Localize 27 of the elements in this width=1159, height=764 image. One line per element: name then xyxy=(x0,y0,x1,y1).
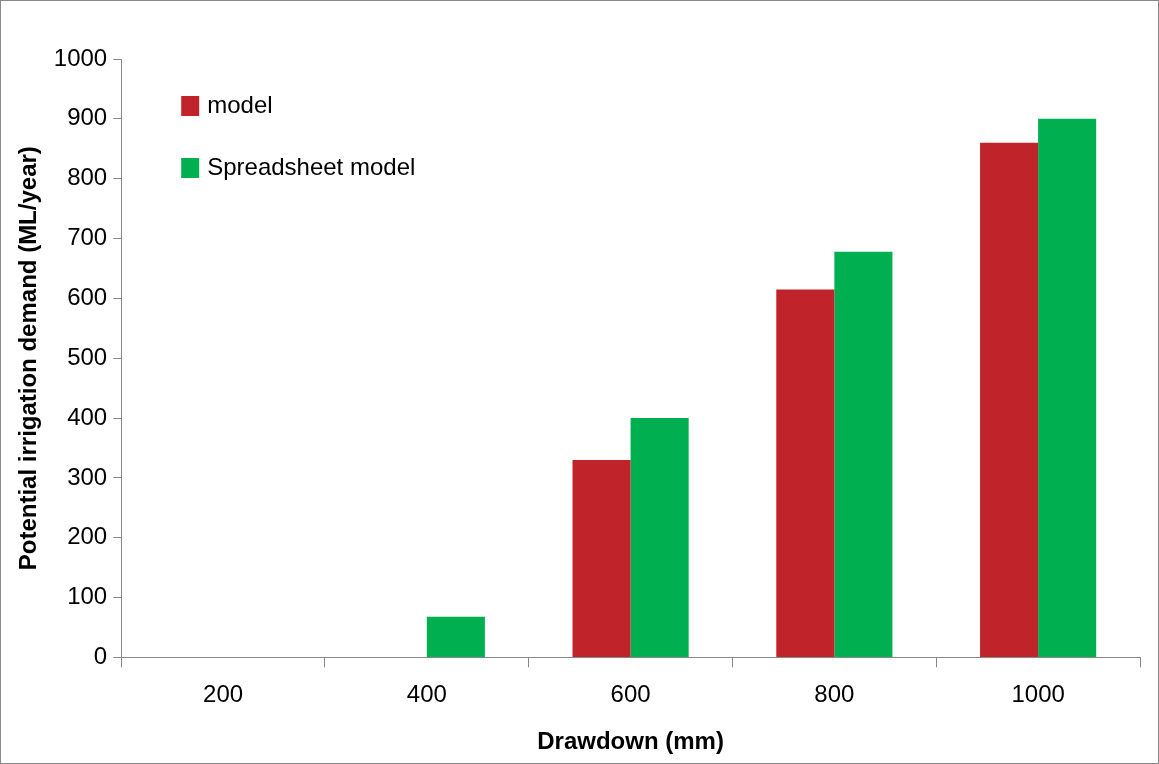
bar xyxy=(426,616,485,657)
y-tick-label: 300 xyxy=(67,462,108,490)
y-tick-label: 900 xyxy=(67,103,108,131)
bar xyxy=(980,142,1039,657)
y-tick-label: 0 xyxy=(93,642,108,670)
y-tick-label: 100 xyxy=(67,582,108,610)
y-tick-label: 700 xyxy=(67,223,108,251)
x-axis-title: Drawdown (mm) xyxy=(537,727,724,755)
bar xyxy=(1038,118,1097,657)
y-tick-label: 400 xyxy=(67,402,108,430)
bar xyxy=(776,289,835,657)
legend-label: Spreadsheet model xyxy=(207,152,416,180)
bar xyxy=(572,459,631,657)
bar xyxy=(834,251,893,657)
y-tick-label: 600 xyxy=(67,282,108,310)
x-tick-label: 400 xyxy=(406,680,447,708)
y-axis-title: Potential irrigation demand (ML/year) xyxy=(14,146,42,571)
y-tick-label: 500 xyxy=(67,342,108,370)
y-tick-label: 800 xyxy=(67,163,108,191)
x-tick-label: 1000 xyxy=(1011,680,1065,708)
x-tick-label: 600 xyxy=(610,680,651,708)
legend-label: model xyxy=(207,90,273,118)
x-tick-label: 200 xyxy=(203,680,244,708)
x-tick-label: 800 xyxy=(814,680,855,708)
bar xyxy=(630,418,689,657)
y-tick-label: 200 xyxy=(67,522,108,550)
y-tick-label: 1000 xyxy=(53,43,108,71)
